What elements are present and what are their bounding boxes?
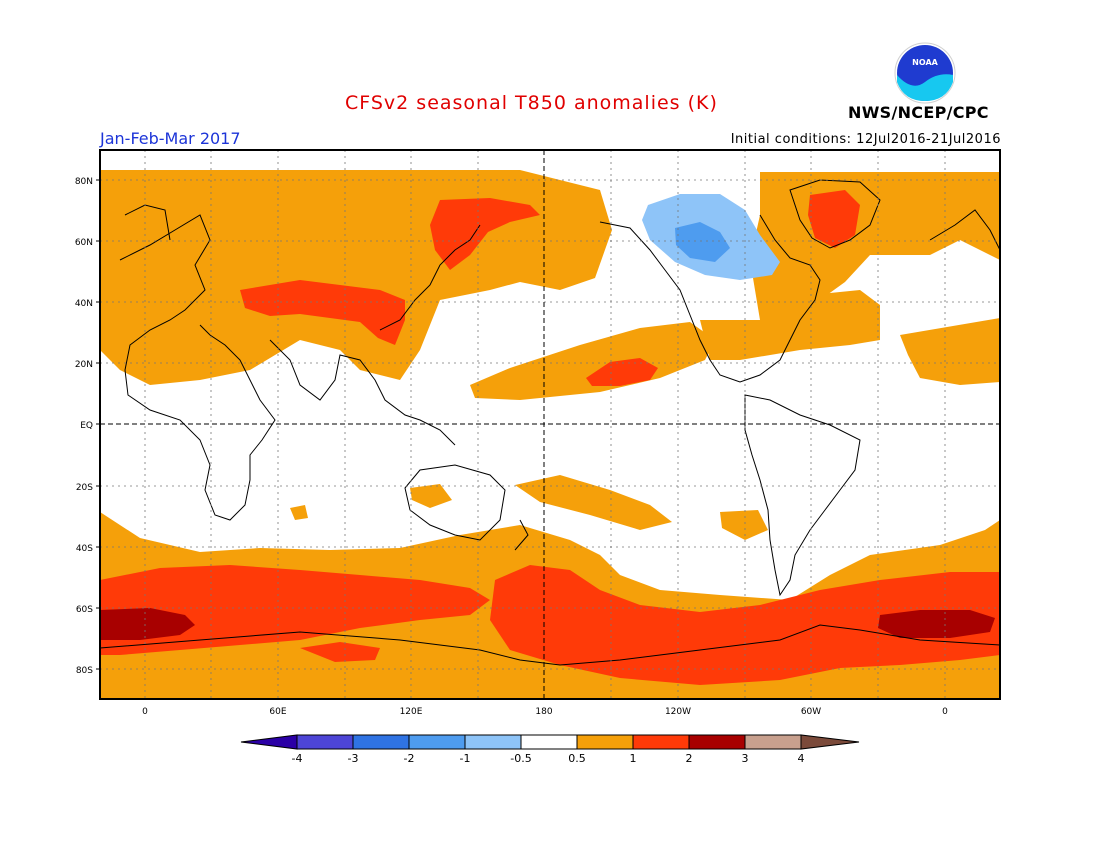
lon-label: 120W: [665, 707, 691, 717]
lat-label: 40N: [75, 299, 93, 309]
colorbar-swatch: [408, 734, 466, 750]
lat-label: 20S: [76, 483, 93, 493]
colorbar-tick-label: 0.5: [568, 752, 586, 765]
lon-label: 60E: [269, 707, 286, 717]
colorbar-swatch: [632, 734, 690, 750]
lat-label: 80N: [75, 177, 93, 187]
colorbar-tick-label: 1: [630, 752, 637, 765]
lon-label: 120E: [400, 707, 423, 717]
colorbar-tick-label: -2: [404, 752, 415, 765]
anomaly-region-red-antarctic: [300, 642, 380, 662]
anomaly-region-orange-south-indian: [410, 484, 452, 508]
colorbar-swatch: [520, 734, 578, 750]
reference-lines: [100, 150, 1000, 699]
lon-label: 0: [142, 707, 148, 717]
colorbar-tick-label: 2: [686, 752, 693, 765]
anomaly-region-orange-pacific: [470, 322, 715, 400]
anomaly-region-blue-canada: [675, 222, 730, 262]
colorbar-swatch: [296, 734, 354, 750]
lat-label: 40S: [76, 544, 93, 554]
logo-text: NOAA: [912, 58, 938, 67]
lat-labels: 80N 60N 40N 20N EQ 20S 40S 60S 80S: [75, 177, 93, 676]
lat-label: 80S: [76, 666, 93, 676]
lat-label: 60S: [76, 605, 93, 615]
lat-tick-marks: [96, 179, 100, 670]
colorbar-arrow-right: [800, 734, 860, 750]
anomaly-region-red-pacific: [586, 358, 658, 386]
grid-lines: [100, 150, 1000, 699]
colorbar-tick-label: -3: [348, 752, 359, 765]
lon-label: 180: [535, 707, 552, 717]
colorbar-tick-label: -0.5: [510, 752, 531, 765]
anomaly-region-orange-atlantic-east: [900, 318, 1000, 385]
colorbar-tick-label: 4: [798, 752, 805, 765]
colorbar-arrow-left: [240, 734, 298, 750]
anomaly-region-red-southern-ocean-west: [100, 565, 490, 655]
colorbar-swatch: [576, 734, 634, 750]
coastlines: [100, 179, 1000, 666]
anomaly-region-darkred-west: [100, 608, 195, 640]
lat-label: 60N: [75, 238, 93, 248]
initial-conditions-label: Initial conditions: 12Jul2016-21Jul2016: [730, 132, 1001, 147]
lon-label: 60W: [801, 707, 821, 717]
organization-label: NWS/NCEP/CPC: [848, 103, 989, 122]
anomaly-region-darkred-east: [878, 610, 995, 638]
anomaly-region-red-siberia: [430, 198, 540, 270]
anomaly-shading: [100, 150, 1000, 699]
anomaly-region-orange-south-atlantic: [720, 510, 768, 540]
season-label: Jan-Feb-Mar 2017: [100, 129, 241, 148]
anomaly-region-orange-south-pacific: [515, 475, 672, 530]
lat-label: EQ: [80, 421, 93, 431]
colorbar-swatch: [744, 734, 802, 750]
noaa-logo: NOAA: [894, 42, 956, 104]
colorbar-tick-label: 3: [742, 752, 749, 765]
colorbar-swatch: [688, 734, 746, 750]
lon-label: 0: [942, 707, 948, 717]
lat-label: 20N: [75, 360, 93, 370]
anomaly-region-red-greenland: [808, 190, 860, 248]
colorbar: -4 -3 -2 -1 -0.5 0.5 1 2 3 4: [240, 734, 860, 765]
colorbar-tick-label: -4: [292, 752, 303, 765]
anomaly-region-orange-small-ind: [290, 505, 308, 520]
lon-labels: 0 60E 120E 180 120W 60W 0: [142, 707, 948, 717]
anomaly-region-red-central-asia: [240, 280, 405, 345]
colorbar-tick-label: -1: [460, 752, 471, 765]
colorbar-swatch: [352, 734, 410, 750]
colorbar-swatch: [464, 734, 522, 750]
figure-title: CFSv2 seasonal T850 anomalies (K): [345, 92, 718, 114]
